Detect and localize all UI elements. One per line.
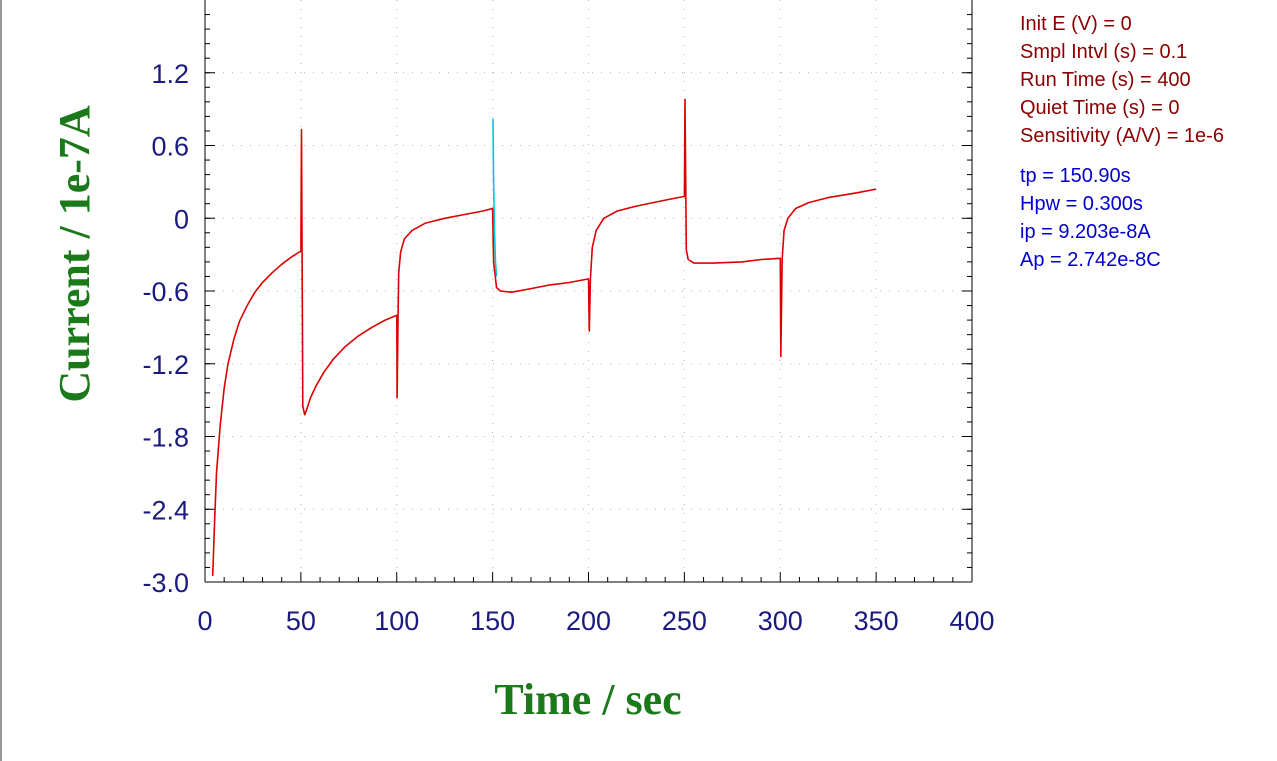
y-axis-title: Current / 1e-7A xyxy=(50,105,99,403)
y-tick-labels: -3.0 -2.4 -1.8 -1.2 -0.6 0 0.6 1.2 xyxy=(142,59,189,598)
y-tick-label: 0.6 xyxy=(151,132,189,162)
param-run-time: Run Time (s) = 400 xyxy=(1020,69,1191,91)
x-tick-label: 400 xyxy=(949,606,994,636)
experiment-parameters: Init E (V) = 0 Smpl Intvl (s) = 0.1 Run … xyxy=(1020,10,1224,150)
param-sample-interval: Smpl Intvl (s) = 0.1 xyxy=(1020,41,1188,63)
peak-results: tp = 150.90s Hpw = 0.300s ip = 9.203e-8A… xyxy=(1020,162,1161,274)
param-quiet-time: Quiet Time (s) = 0 xyxy=(1020,97,1180,119)
window-left-edge xyxy=(0,0,2,761)
series-group xyxy=(211,98,877,576)
result-ap: Ap = 2.742e-8C xyxy=(1020,249,1161,271)
x-tick-label: 50 xyxy=(286,606,316,636)
series-line-0 xyxy=(211,98,877,576)
result-tp: tp = 150.90s xyxy=(1020,165,1131,187)
y-tick-label: -1.2 xyxy=(142,350,189,380)
y-tick-label: 1.2 xyxy=(151,59,189,89)
ticks xyxy=(204,14,973,583)
y-tick-label: -3.0 xyxy=(142,568,189,598)
param-sensitivity: Sensitivity (A/V) = 1e-6 xyxy=(1020,125,1224,147)
y-tick-label: -2.4 xyxy=(142,495,189,525)
result-hpw: Hpw = 0.300s xyxy=(1020,193,1143,215)
x-tick-label: 200 xyxy=(566,606,611,636)
x-tick-label: 300 xyxy=(758,606,803,636)
y-tick-label: 0 xyxy=(174,204,189,234)
x-axis-title: Time / sec xyxy=(494,675,681,724)
x-tick-label: 350 xyxy=(854,606,899,636)
grid xyxy=(205,0,972,582)
result-ip: ip = 9.203e-8A xyxy=(1020,221,1151,243)
series-line-1 xyxy=(492,118,498,277)
x-tick-label: 0 xyxy=(197,606,212,636)
x-tick-label: 100 xyxy=(374,606,419,636)
x-tick-label: 250 xyxy=(662,606,707,636)
y-tick-label: -1.8 xyxy=(142,423,189,453)
x-tick-labels: 0 50 100 150 200 250 300 350 400 xyxy=(197,606,994,636)
x-tick-label: 150 xyxy=(470,606,515,636)
param-init-e: Init E (V) = 0 xyxy=(1020,13,1132,35)
y-tick-label: -0.6 xyxy=(142,277,189,307)
